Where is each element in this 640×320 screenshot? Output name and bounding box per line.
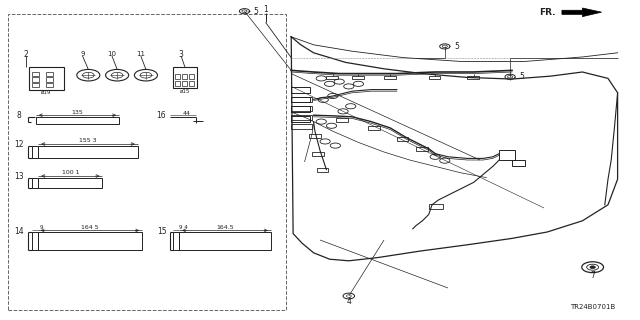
Bar — [291, 97, 310, 102]
Polygon shape — [562, 8, 602, 17]
Bar — [46, 77, 53, 82]
Text: 11: 11 — [136, 52, 145, 57]
Bar — [38, 178, 102, 188]
Bar — [467, 76, 479, 79]
Bar — [384, 76, 396, 79]
Text: 44: 44 — [183, 111, 191, 116]
Text: 4: 4 — [346, 297, 351, 306]
Bar — [36, 117, 119, 124]
Bar — [182, 81, 187, 86]
Bar — [336, 118, 348, 122]
Text: 8: 8 — [17, 111, 22, 120]
Text: 10: 10 — [108, 52, 116, 57]
Bar — [32, 77, 39, 82]
Text: 5: 5 — [253, 7, 259, 16]
Bar — [38, 146, 138, 158]
Bar — [38, 232, 142, 250]
Bar — [291, 115, 312, 120]
Bar — [32, 146, 38, 158]
Bar — [397, 137, 408, 141]
Text: 100 1: 100 1 — [61, 170, 79, 175]
Bar — [182, 74, 187, 79]
Bar — [429, 76, 440, 79]
Bar — [189, 81, 194, 86]
Text: 3: 3 — [179, 50, 184, 59]
Text: 9 4: 9 4 — [179, 225, 188, 230]
Text: 16: 16 — [156, 111, 166, 120]
Bar — [312, 152, 324, 156]
Bar — [512, 160, 525, 166]
Bar — [291, 87, 310, 93]
Bar — [46, 72, 53, 76]
Bar — [175, 74, 180, 79]
Bar — [309, 134, 321, 138]
Bar — [499, 150, 515, 160]
Text: TR24B0701B: TR24B0701B — [570, 304, 616, 310]
Bar — [189, 74, 194, 79]
Bar — [352, 76, 364, 79]
Bar — [429, 204, 443, 209]
Bar — [179, 232, 271, 250]
Bar — [8, 14, 286, 310]
Text: 9: 9 — [39, 225, 43, 230]
Text: 5: 5 — [454, 42, 459, 51]
Text: FR.: FR. — [539, 8, 556, 17]
Bar — [317, 168, 328, 172]
Text: 164 5: 164 5 — [81, 225, 99, 230]
Bar — [32, 72, 39, 76]
Text: 13: 13 — [14, 172, 24, 181]
Bar — [32, 83, 39, 87]
Text: 2: 2 — [23, 50, 28, 59]
Text: 12: 12 — [15, 140, 24, 149]
Bar — [291, 116, 310, 122]
Bar — [291, 106, 310, 112]
Text: ø19: ø19 — [41, 90, 52, 95]
Bar — [291, 106, 312, 111]
Bar — [32, 232, 38, 250]
Text: 155 3: 155 3 — [79, 138, 97, 143]
Text: 14: 14 — [14, 227, 24, 236]
Bar — [46, 83, 53, 87]
Bar — [173, 232, 179, 250]
Text: 9: 9 — [80, 52, 85, 57]
Bar — [368, 126, 380, 130]
Circle shape — [590, 266, 595, 268]
Bar — [29, 67, 64, 90]
Bar — [291, 97, 312, 102]
Bar — [32, 178, 38, 188]
Bar — [173, 67, 197, 88]
Bar — [416, 147, 428, 151]
Text: 7: 7 — [590, 271, 595, 280]
Text: 5: 5 — [519, 72, 524, 81]
Bar — [291, 124, 312, 129]
Bar — [326, 76, 338, 79]
Text: 15: 15 — [157, 227, 167, 236]
Text: 1: 1 — [263, 5, 268, 14]
Text: ø15: ø15 — [180, 89, 190, 94]
Bar — [175, 81, 180, 86]
Text: 164.5: 164.5 — [216, 225, 234, 230]
Text: 135: 135 — [72, 109, 83, 115]
